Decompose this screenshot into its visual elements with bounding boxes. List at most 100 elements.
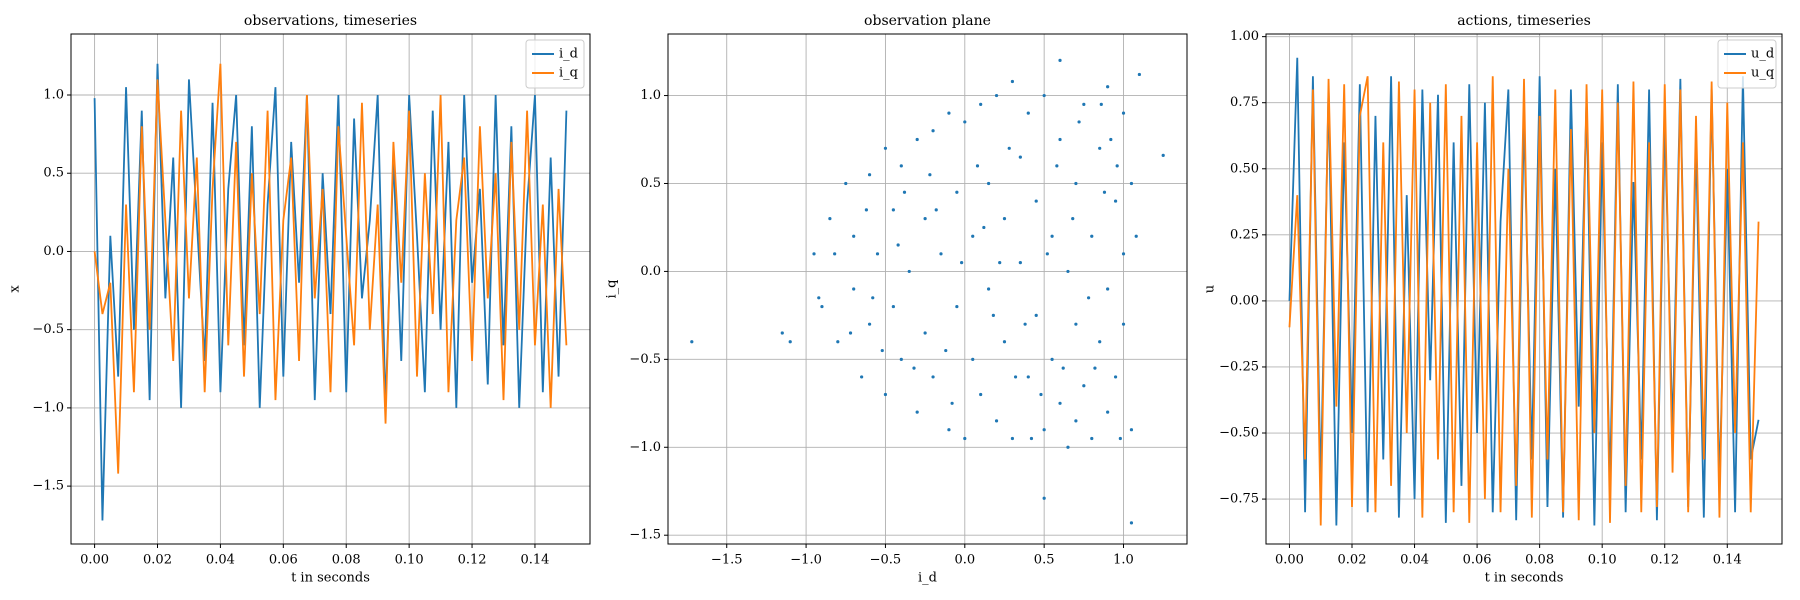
x-axis-label: t in seconds xyxy=(291,571,370,586)
scatter-point xyxy=(1002,217,1007,221)
scatter-point xyxy=(1121,111,1126,115)
scatter-point xyxy=(1071,217,1075,221)
scatter-point xyxy=(1115,164,1119,168)
series-line xyxy=(93,63,568,521)
series-line xyxy=(1288,76,1760,526)
scatter-point xyxy=(1026,375,1030,379)
scatter-point xyxy=(844,181,848,186)
x-tick-label: −0.5 xyxy=(870,553,902,568)
y-tick-label: 0.5 xyxy=(640,176,661,191)
y-tick-label: 1.0 xyxy=(43,88,64,103)
scatter-point xyxy=(1066,269,1070,274)
scatter-point xyxy=(1129,428,1134,432)
scatter-point xyxy=(1034,199,1038,203)
scatter-point xyxy=(788,340,792,344)
x-tick-label: 0.00 xyxy=(1275,553,1304,568)
scatter-point xyxy=(1113,375,1118,379)
y-tick-label: −1.5 xyxy=(32,479,64,494)
scatter-point xyxy=(1058,137,1062,142)
scatter-point xyxy=(871,296,875,300)
x-tick-label: 0.06 xyxy=(269,553,298,568)
scatter-point xyxy=(860,375,864,379)
scatter-point xyxy=(891,304,895,309)
scatter-point xyxy=(1074,322,1078,326)
y-tick-label: −1.0 xyxy=(32,400,64,415)
scatter-point xyxy=(867,322,872,326)
scatter-point xyxy=(864,208,868,212)
scatter-point xyxy=(1093,366,1097,370)
scatter-point xyxy=(931,129,935,133)
scatter-point xyxy=(1161,153,1165,157)
x-tick-label: 0.00 xyxy=(80,553,109,568)
x-tick-label: 0.12 xyxy=(1650,553,1679,568)
scatter-point xyxy=(1010,436,1015,441)
y-tick-label: 0.0 xyxy=(43,244,64,259)
scatter-point xyxy=(899,357,903,361)
y-tick-label: −0.5 xyxy=(32,322,64,337)
scatter-point xyxy=(1074,419,1078,423)
scatter-point xyxy=(1058,401,1062,405)
scatter-point xyxy=(828,217,832,221)
chart-title: observation plane xyxy=(864,13,991,29)
x-tick-label: 0.0 xyxy=(954,553,975,568)
scatter-point xyxy=(1039,392,1043,397)
x-tick-label: 0.12 xyxy=(458,553,487,568)
scatter-point xyxy=(928,173,932,177)
x-tick-label: 0.14 xyxy=(1713,553,1742,568)
scatter-point xyxy=(955,190,959,194)
scatter-point xyxy=(836,340,840,344)
scatter-point xyxy=(1129,521,1134,525)
scatter-point xyxy=(1098,340,1102,344)
scatter-point xyxy=(1137,72,1141,77)
series-line xyxy=(93,63,568,474)
y-tick-label: 0.0 xyxy=(640,264,661,279)
y-tick-label: 0.50 xyxy=(1230,161,1259,176)
scatter-point xyxy=(915,410,919,414)
chart-title: actions, timeseries xyxy=(1457,13,1591,29)
scatter-point xyxy=(817,296,821,300)
x-tick-label: 0.04 xyxy=(206,553,235,568)
x-tick-label: 1.0 xyxy=(1113,553,1134,568)
legend-label: i_d xyxy=(559,47,578,62)
scatter-point xyxy=(960,261,964,265)
scatter-point xyxy=(947,111,951,115)
scatter-point xyxy=(1082,102,1086,106)
scatter-point xyxy=(1109,137,1113,142)
scatter-point xyxy=(963,120,967,124)
legend-label: i_q xyxy=(559,66,578,81)
legend-label: u_q xyxy=(1751,66,1774,81)
scatter-point xyxy=(899,164,903,168)
scatter-point xyxy=(780,331,784,335)
scatter-point xyxy=(1050,357,1054,361)
scatter-point xyxy=(994,419,999,423)
x-tick-label: 0.10 xyxy=(395,553,424,568)
legend-box xyxy=(1717,39,1777,89)
scatter-point xyxy=(812,252,816,256)
scatter-point xyxy=(1121,322,1126,326)
scatter-point xyxy=(833,252,837,256)
scatter-point xyxy=(1098,146,1102,150)
y-tick-label: 0.25 xyxy=(1230,227,1259,242)
axes-frame xyxy=(667,33,1188,545)
y-tick-label: 0.5 xyxy=(43,166,64,181)
scatter-point xyxy=(979,102,983,106)
x-axis-label: i_d xyxy=(918,571,937,586)
scatter-point xyxy=(1106,85,1110,89)
x-tick-label: 0.14 xyxy=(520,553,549,568)
x-tick-label: 0.06 xyxy=(1463,553,1492,568)
scatter-point xyxy=(971,234,975,238)
x-tick-label: −1.5 xyxy=(711,553,743,568)
scatter-point xyxy=(1013,375,1018,379)
x-tick-label: 0.08 xyxy=(1525,553,1554,568)
scatter-point xyxy=(1102,190,1107,194)
y-tick-label: −1.0 xyxy=(629,440,661,455)
y-tick-label: −0.75 xyxy=(1219,492,1259,507)
scatter-point xyxy=(1106,287,1110,291)
scatter-point xyxy=(994,93,999,98)
x-tick-label: −1.0 xyxy=(790,553,822,568)
scatter-point xyxy=(971,357,975,361)
scatter-point xyxy=(1010,79,1015,84)
scatter-point xyxy=(934,208,938,212)
scatter-point xyxy=(1045,252,1049,256)
y-tick-label: 1.0 xyxy=(640,88,661,103)
